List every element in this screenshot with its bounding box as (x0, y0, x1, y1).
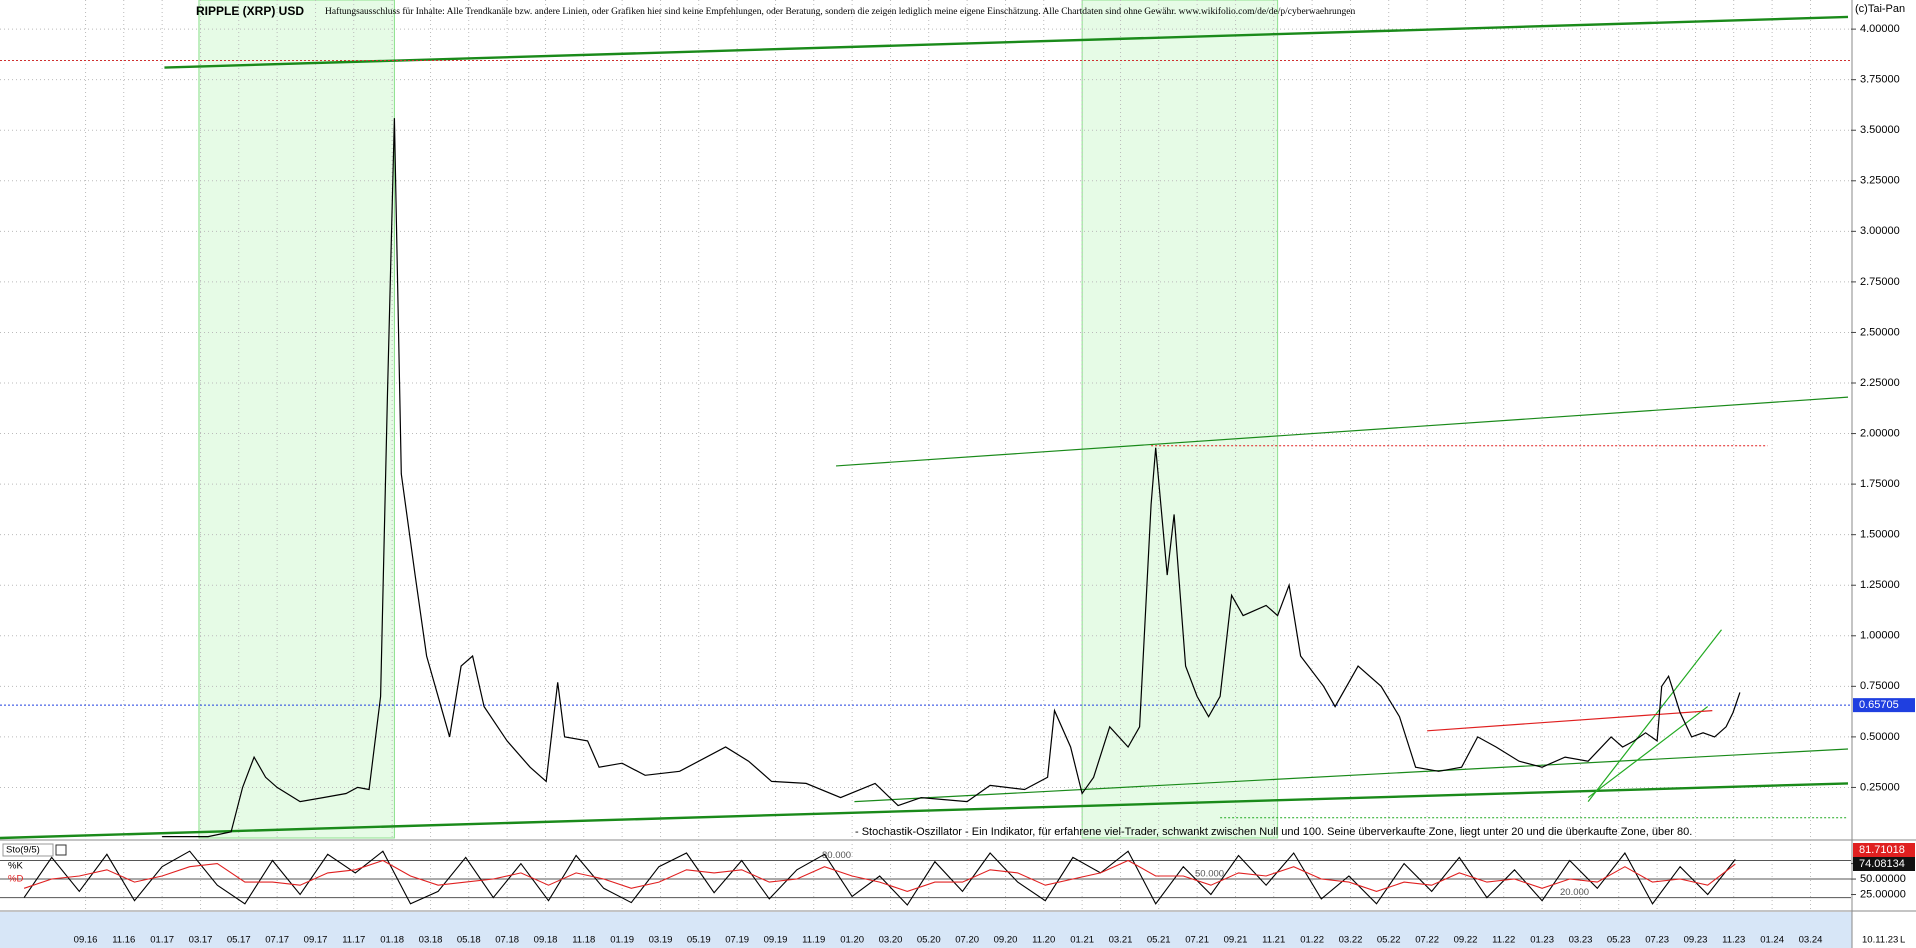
x-tick-label: 05.21 (1147, 935, 1171, 946)
y-tick-label: 1.25000 (1860, 579, 1900, 591)
x-tick-label: 05.23 (1607, 935, 1631, 946)
x-tick-label: 11.22 (1492, 935, 1515, 946)
trend-line (1427, 710, 1713, 732)
value-label-box (1853, 843, 1915, 857)
trend-line (1587, 629, 1722, 802)
x-tick-label: 01.22 (1300, 935, 1324, 946)
y-tick-label: 2.25000 (1860, 377, 1900, 389)
x-tick-label: 07.21 (1185, 935, 1209, 946)
x-tick-label: 11.16 (112, 935, 135, 946)
x-tick-label: 03.22 (1339, 935, 1363, 946)
legend-entry: %K (8, 861, 23, 872)
x-tick-label: 05.19 (687, 935, 711, 946)
x-tick-label: 09.18 (534, 935, 558, 946)
y-tick-label: 1.75000 (1860, 478, 1900, 490)
y-tick-label: 0.25000 (1860, 781, 1900, 793)
x-tick-label: 03.23 (1569, 935, 1593, 946)
x-tick-label: 11.18 (572, 935, 595, 946)
level-label: 20.000 (1560, 887, 1589, 898)
date-label: 10.11.23 (1862, 935, 1898, 946)
legend-entry: %D (8, 874, 23, 885)
x-tick-label: 05.18 (457, 935, 481, 946)
y-tick-label: 0.50000 (1860, 731, 1900, 743)
x-tick-label: 09.17 (304, 935, 328, 946)
y-tick-label: 1.50000 (1860, 529, 1900, 541)
x-tick-label: 11.20 (1032, 935, 1055, 946)
x-tick-label: 07.22 (1415, 935, 1439, 946)
x-tick-label: 11.21 (1262, 935, 1285, 946)
y-tick-label: 2.00000 (1860, 427, 1900, 439)
trend-line (854, 748, 1849, 803)
x-tick-label: 03.17 (189, 935, 213, 946)
y-tick-label: 1.00000 (1860, 630, 1900, 642)
y-tick-label: 2.50000 (1860, 326, 1900, 338)
x-tick-label: 09.19 (764, 935, 788, 946)
trend-line (0, 782, 1849, 840)
x-tick-label: 05.22 (1377, 935, 1401, 946)
highlight-band (1081, 0, 1279, 839)
scale-label: L (1900, 935, 1905, 946)
x-tick-label: 01.18 (380, 935, 404, 946)
y-tick-label: 2.75000 (1860, 276, 1900, 288)
x-tick-label: 07.18 (495, 935, 519, 946)
chart-title: RIPPLE (XRP) USD (196, 4, 304, 18)
level-label: 50.000 (1195, 869, 1224, 880)
trend-line (164, 15, 1849, 69)
x-tick-label: 09.20 (994, 935, 1018, 946)
annotation: - Stochastik-Oszillator - Ein Indikator,… (855, 826, 1692, 838)
y-tick-label: 3.50000 (1860, 124, 1900, 136)
x-tick-label: 09.16 (74, 935, 98, 946)
level-label: 80.000 (822, 850, 851, 861)
x-tick-label: 01.21 (1070, 935, 1094, 946)
y-tick-label: 0.75000 (1860, 680, 1900, 692)
x-tick-label: 11.19 (802, 935, 825, 946)
x-tick-label: 03.19 (649, 935, 673, 946)
price-label-box (1853, 698, 1915, 713)
value-label-box (1853, 857, 1915, 871)
x-tick-label: 07.19 (725, 935, 749, 946)
x-tick-label: 09.21 (1224, 935, 1248, 946)
trend-line (835, 396, 1849, 467)
x-tick-label: 11.23 (1722, 935, 1745, 946)
y-tick-label: 3.25000 (1860, 175, 1900, 187)
trend-line (1587, 706, 1709, 799)
chart-title: Sto(9/5) (6, 845, 40, 856)
x-tick-label: 01.19 (610, 935, 634, 946)
x-tick-label: 03.18 (419, 935, 443, 946)
x-tick-label: 03.20 (879, 935, 903, 946)
x-tick-label: 05.17 (227, 935, 251, 946)
x-tick-label: 11.17 (342, 935, 365, 946)
y-tick-label: 3.75000 (1860, 74, 1900, 86)
source: (c)Tai-Pan (1855, 3, 1905, 15)
x-tick-label: 09.23 (1684, 935, 1708, 946)
y-tick-label: 50.00000 (1860, 873, 1906, 885)
x-tick-label: 03.24 (1799, 935, 1823, 946)
oscillator-line (23, 859, 1736, 892)
value-label: 81.71018 (1859, 844, 1905, 856)
x-tick-label: 01.17 (150, 935, 174, 946)
price-label: 0.65705 (1859, 699, 1899, 711)
x-tick-label: 01.20 (840, 935, 864, 946)
expand-button[interactable] (55, 844, 67, 856)
title-box (2, 843, 54, 857)
highlight-band (198, 0, 395, 839)
x-tick-label: 07.17 (265, 935, 289, 946)
x-tick-label: 07.23 (1645, 935, 1669, 946)
value-label: 74.08134 (1859, 858, 1905, 870)
x-tick-label: 01.24 (1760, 935, 1784, 946)
x-tick-label: 03.21 (1109, 935, 1133, 946)
x-tick-label: 05.20 (917, 935, 941, 946)
x-axis-band (0, 912, 1852, 948)
x-tick-label: 09.22 (1454, 935, 1478, 946)
chart-subtitle: Haftungsausschluss für Inhalte: Alle Tre… (325, 6, 1356, 17)
y-tick-label: 3.00000 (1860, 225, 1900, 237)
x-tick-label: 07.20 (955, 935, 979, 946)
x-tick-label: 01.23 (1530, 935, 1554, 946)
y-tick-label: 25.00000 (1860, 888, 1906, 900)
y-tick-label: 4.00000 (1860, 23, 1900, 35)
price-line (162, 118, 1741, 838)
